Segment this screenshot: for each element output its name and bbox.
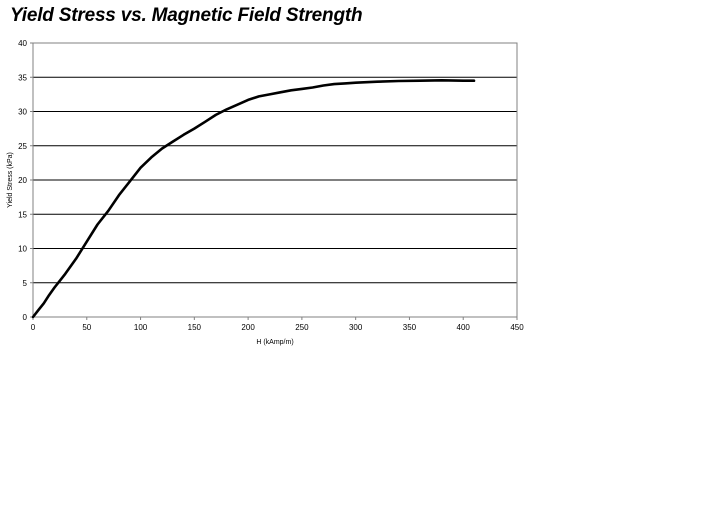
y-tick-label: 30 [18,108,27,117]
y-tick-label: 10 [18,245,27,254]
x-tick-label: 250 [295,323,309,332]
series-group [31,79,476,319]
x-tick-label: 100 [134,323,148,332]
x-tick-label: 0 [31,323,36,332]
y-tick-label: 0 [23,313,28,322]
x-tick-label: 50 [82,323,91,332]
x-tick-label: 300 [349,323,363,332]
y-axis-ticks: 0 5 10 15 20 25 30 35 40 [18,39,33,322]
y-tick-label: 5 [23,279,28,288]
x-tick-label: 450 [510,323,524,332]
x-tick-label: 150 [188,323,202,332]
x-tick-label: 200 [241,323,255,332]
x-axis-label: H (kAmp/m) [256,339,293,346]
series-line [31,79,476,319]
x-tick-label: 400 [457,323,471,332]
x-axis-ticks: 0 50 100 150 200 250 300 350 400 450 [31,317,524,332]
y-tick-label: 40 [18,39,27,48]
x-tick-label: 350 [403,323,417,332]
chart-title: Yield Stress vs. Magnetic Field Strength [10,5,363,26]
y-tick-label: 20 [18,176,27,185]
y-axis-label: Yield Stress (kPa) [7,152,14,208]
y-tick-label: 25 [18,142,27,151]
gridlines [33,76,517,284]
y-tick-label: 15 [18,210,27,219]
y-tick-label: 35 [18,73,27,82]
